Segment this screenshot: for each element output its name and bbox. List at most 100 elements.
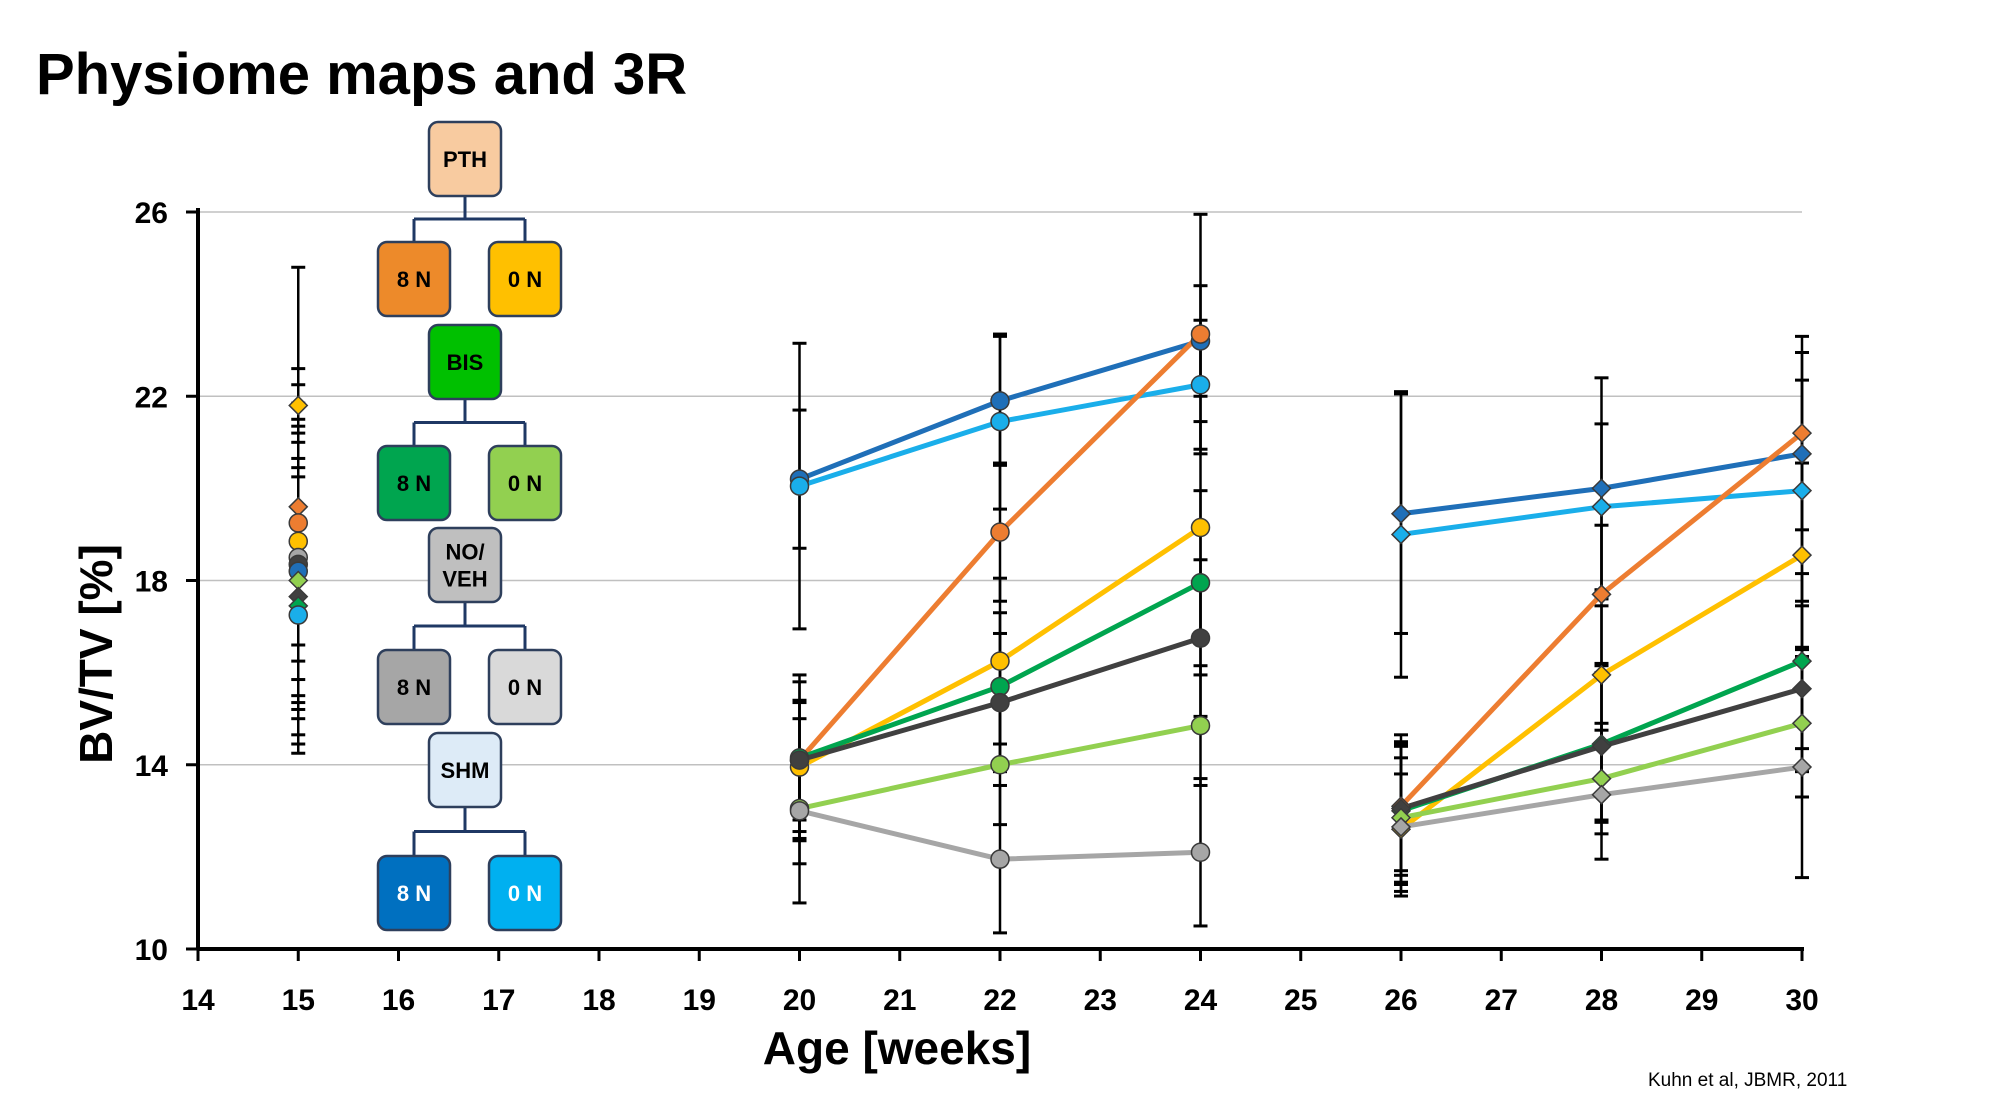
tree-node-shm-box bbox=[427, 731, 503, 809]
marker-no-veh-8-n-0-0 bbox=[789, 750, 810, 770]
error-bars bbox=[291, 212, 1809, 935]
marker-shm-0-n-0-1 bbox=[990, 411, 1010, 432]
tree-node-pth-8n: 8 N bbox=[376, 240, 452, 318]
x-tick-label-20: 20 bbox=[783, 984, 816, 1017]
tree-node-bis-8n-label: 8 N bbox=[397, 471, 431, 496]
marker-bis-8-n-0-1 bbox=[990, 676, 1010, 697]
x-tick-label-22: 22 bbox=[983, 984, 1016, 1017]
tree-node-bis-0n-label: 0 N bbox=[508, 471, 542, 496]
y-tick-label-22: 22 bbox=[135, 381, 168, 414]
marker-bis-8-n-0-2 bbox=[1190, 573, 1211, 593]
x-tick-label-26: 26 bbox=[1384, 984, 1417, 1017]
marker-pth-0-n-0-1 bbox=[990, 651, 1010, 671]
marker-bis-8-n-1-2 bbox=[1791, 651, 1813, 672]
baseline-marker-pth-0-n-3 bbox=[288, 531, 308, 552]
tree-node-shm-8n-label: 8 N bbox=[397, 881, 431, 906]
series-lines bbox=[797, 332, 1804, 862]
tree-node-noveh-8n-label: 8 N bbox=[397, 675, 431, 700]
tree-node-bis-box bbox=[427, 323, 503, 401]
tree-node-bis-8n-box bbox=[376, 444, 452, 522]
x-tick-label-24: 24 bbox=[1184, 984, 1218, 1017]
marker-no-veh-8-n-0-2 bbox=[1190, 628, 1211, 648]
tree-node-noveh-8n-box bbox=[376, 648, 452, 726]
marker-bis-0-n-0-2 bbox=[1190, 715, 1211, 736]
tree-node-pth-0n-box bbox=[487, 240, 563, 318]
marker-no-veh-8-n-1-1 bbox=[1591, 736, 1612, 757]
x-tick-label-25: 25 bbox=[1284, 984, 1317, 1017]
tree-node-bis: BIS bbox=[427, 323, 503, 401]
tree-node-noveh-box bbox=[427, 526, 503, 604]
x-tick-label-23: 23 bbox=[1084, 984, 1117, 1017]
x-axis-title: Age [weeks] bbox=[763, 1022, 1031, 1074]
marker-pth-0-n-0-2 bbox=[1190, 517, 1211, 538]
x-tick-label-19: 19 bbox=[683, 984, 716, 1017]
y-tick-label-10: 10 bbox=[135, 934, 168, 967]
marker-pth-0-n-1-2 bbox=[1791, 545, 1813, 566]
tree-node-shm-label: SHM bbox=[441, 758, 490, 783]
marker-no-veh-8-n-1-2 bbox=[1791, 678, 1813, 699]
y-tick-label-26: 26 bbox=[135, 197, 168, 230]
x-tick-label-15: 15 bbox=[282, 984, 315, 1017]
marker-shm-0-n-1-2 bbox=[1791, 480, 1813, 501]
marker-pth-8-n-0-2 bbox=[1190, 324, 1211, 344]
tree-node-bis-8n: 8 N bbox=[376, 444, 452, 522]
tree-node-pth-0n: 0 N bbox=[487, 240, 563, 318]
marker-bis-0-n-1-2 bbox=[1791, 713, 1813, 734]
marker-no-veh-0-n-0-0 bbox=[789, 801, 810, 821]
y-tick-label-14: 14 bbox=[135, 750, 169, 783]
baseline-marker-pth-8-n-2 bbox=[288, 513, 308, 533]
marker-pth-8-n-1-2 bbox=[1791, 423, 1813, 444]
tree-node-pth-8n-label: 8 N bbox=[397, 267, 431, 292]
x-tick-label-21: 21 bbox=[883, 984, 916, 1017]
x-tick-label-18: 18 bbox=[582, 984, 615, 1017]
tree-node-pth-0n-label: 0 N bbox=[508, 267, 542, 292]
marker-no-veh-8-n-0-1 bbox=[990, 692, 1010, 713]
x-tick-label-28: 28 bbox=[1585, 984, 1618, 1017]
x-tick-label-30: 30 bbox=[1785, 984, 1818, 1017]
tree-node-noveh-label-1: VEH bbox=[442, 567, 487, 592]
tree-node-bis-0n: 0 N bbox=[487, 444, 563, 522]
tick-labels: 10 14 18 22 26 14 15 16 17 18 19 20 21 22 23 24 25 26 27 28… bbox=[135, 197, 1819, 1017]
baseline-marker-pth-8-n-1 bbox=[288, 496, 309, 517]
baseline-marker-shm-0-n-10 bbox=[288, 605, 308, 625]
x-tick-label-16: 16 bbox=[382, 984, 415, 1017]
tree-node-pth-label: PTH bbox=[443, 147, 487, 172]
tree-node-shm: SHM bbox=[427, 731, 503, 809]
marker-no-veh-0-n-1-0 bbox=[1390, 816, 1412, 837]
tree-node-pth-box bbox=[427, 120, 503, 198]
marker-no-veh-0-n-0-1 bbox=[990, 849, 1010, 869]
marker-no-veh-0-n-1-2 bbox=[1791, 756, 1813, 778]
tree-node-noveh: NO/VEH bbox=[427, 526, 503, 604]
y-tick-label-18: 18 bbox=[135, 566, 168, 599]
x-tick-label-17: 17 bbox=[482, 984, 515, 1017]
tree-node-noveh-label-0: NO/ bbox=[445, 540, 484, 565]
marker-shm-8-n-1-2 bbox=[1791, 443, 1813, 464]
tree-node-noveh-8n: 8 N bbox=[376, 648, 452, 726]
tree-node-pth-8n-box bbox=[376, 240, 452, 318]
marker-shm-8-n-1-1 bbox=[1591, 478, 1612, 499]
citation: Kuhn et al, JBMR, 2011 bbox=[1648, 1070, 1848, 1091]
marker-shm-0-n-0-2 bbox=[1190, 374, 1211, 395]
tree-node-shm-0n: 0 N bbox=[487, 854, 563, 932]
marker-pth-0-n-1-1 bbox=[1591, 664, 1612, 685]
x-tick-label-29: 29 bbox=[1685, 984, 1718, 1017]
tree-node-shm-0n-box bbox=[487, 854, 563, 932]
marker-shm-8-n-0-1 bbox=[990, 391, 1010, 411]
tree-node-noveh-0n: 0 N bbox=[487, 648, 563, 726]
marker-shm-8-n-1-0 bbox=[1390, 503, 1412, 524]
tree-node-bis-label: BIS bbox=[447, 350, 484, 375]
treatment-legend-tree: PTH 8 N 0 N BIS 8 N 0 N NO/VEH 8 N 0 N SHM 8 N 0 N bbox=[376, 120, 563, 932]
marker-shm-0-n-1-0 bbox=[1390, 524, 1412, 545]
x-tick-label-14: 14 bbox=[181, 984, 215, 1017]
axes bbox=[186, 208, 1804, 961]
tree-node-shm-8n: 8 N bbox=[376, 854, 452, 932]
marker-bis-0-n-0-1 bbox=[990, 755, 1010, 775]
marker-no-veh-0-n-0-2 bbox=[1190, 842, 1211, 863]
tree-node-bis-0n-box bbox=[487, 444, 563, 522]
marker-no-veh-0-n-1-1 bbox=[1591, 784, 1612, 805]
tree-node-pth: PTH bbox=[427, 120, 503, 198]
tree-node-noveh-0n-box bbox=[487, 648, 563, 726]
x-tick-label-27: 27 bbox=[1485, 984, 1518, 1017]
y-axis-title: BV/TV [%] bbox=[70, 544, 122, 764]
